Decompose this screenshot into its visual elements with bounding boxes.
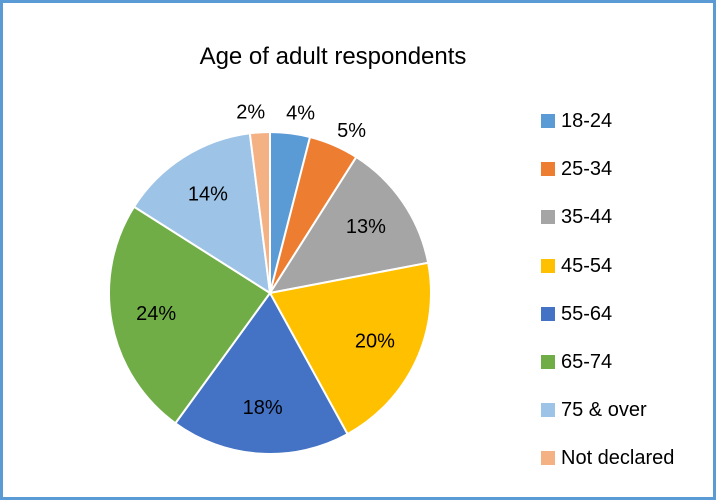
data-label: 14% — [188, 183, 228, 205]
legend-item: Not declared — [541, 446, 674, 494]
legend-swatch — [541, 306, 555, 321]
pie-slice-55-64 — [173, 291, 349, 455]
data-label: 24% — [136, 303, 176, 325]
legend-item: 35-44 — [541, 205, 674, 253]
legend-label: 65-74 — [561, 350, 613, 373]
data-label: 2% — [236, 101, 265, 123]
chart-title: Age of adult respondents — [199, 43, 467, 70]
data-label: 18% — [243, 397, 283, 419]
pie-chart: 4% 5% 13% 20% 18% 24% 14% 2% — [108, 101, 433, 455]
chart-legend: 18-24 25-34 35-44 45-54 55-64 65-74 75 & over N… — [541, 109, 674, 495]
legend-label: 18-24 — [561, 110, 613, 132]
legend-swatch — [541, 162, 555, 177]
legend-item: 45-54 — [541, 254, 674, 302]
legend-item: 25-34 — [541, 157, 674, 205]
pie-slice-35-44 — [267, 155, 430, 295]
data-label: 5% — [337, 120, 366, 142]
legend-swatch — [541, 258, 555, 273]
legend-item: 75 & over — [541, 398, 674, 446]
pie-slice-labels: 4% 5% 13% 20% 18% 24% 14% 2% — [136, 101, 395, 419]
pie-slice-75-over — [132, 132, 272, 295]
data-label: 20% — [355, 331, 395, 353]
legend-swatch — [541, 210, 555, 225]
legend-label: 55-64 — [561, 302, 613, 325]
pie-slice-not-declared — [248, 130, 271, 294]
pie-slice-45-54 — [268, 261, 433, 436]
legend-swatch — [541, 114, 555, 128]
legend-label: 25-34 — [561, 158, 613, 181]
pie-slice-65-74 — [108, 205, 272, 425]
legend-label: Not declared — [561, 447, 675, 470]
data-label: 4% — [286, 102, 315, 124]
legend-label: 35-44 — [561, 206, 613, 229]
legend-label: 45-54 — [561, 254, 613, 277]
legend-item: 55-64 — [541, 302, 674, 350]
legend-item: 18-24 — [541, 109, 674, 157]
legend-swatch — [541, 354, 555, 369]
legend-swatch — [541, 451, 555, 466]
legend-item: 65-74 — [541, 350, 674, 398]
data-label: 13% — [346, 216, 386, 238]
legend-swatch — [541, 403, 555, 418]
legend-label: 75 & over — [561, 399, 647, 422]
pie-slices — [108, 130, 433, 455]
